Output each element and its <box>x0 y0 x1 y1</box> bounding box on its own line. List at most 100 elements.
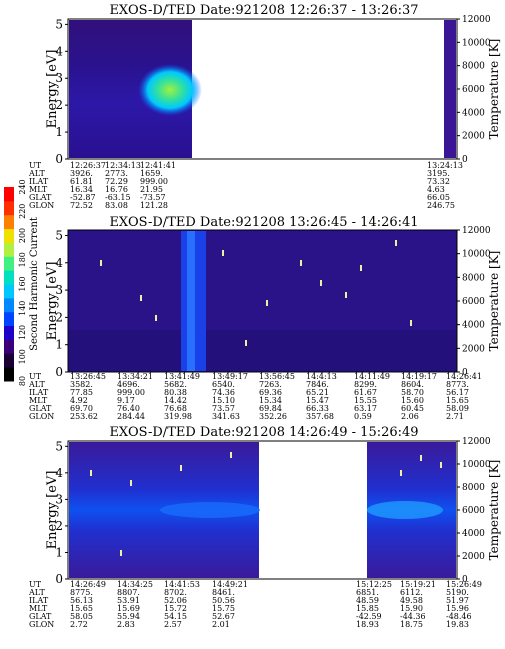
colorbar-tick-label: 200 <box>18 228 27 243</box>
y2-tick-label: 8000 <box>462 62 485 72</box>
panel-1-data-b <box>444 20 456 158</box>
ephem-value: 4.63 <box>427 185 445 194</box>
colorbar-cell <box>4 270 14 285</box>
y2-tick-label: 12000 <box>462 15 491 25</box>
ephem-value: 50.56 <box>212 596 235 605</box>
speck <box>266 300 268 306</box>
y-tick-label: 3 <box>55 71 63 85</box>
panel-1: EXOS-D/TED Date:921208 12:26:37 - 13:26:… <box>28 3 501 210</box>
ephem-row-label: MLT <box>29 396 48 405</box>
ephem-value: -73.57 <box>140 193 166 202</box>
ephem-value: 8807. <box>117 588 140 597</box>
ephem-value: -52.87 <box>70 193 96 202</box>
y-tick-label: 1 <box>55 125 63 139</box>
ephem-row-label: ALT <box>28 169 45 178</box>
ephem-value: 15.90 <box>400 604 423 613</box>
ephem-row-label: ILAT <box>29 177 49 186</box>
y-tick-label: 4 <box>55 44 63 58</box>
speck <box>100 260 102 266</box>
ephem-value: 19.83 <box>446 620 469 629</box>
panel-2-burst-core <box>187 231 195 371</box>
colorbar-cell <box>4 353 14 368</box>
ephem-value: 352.26 <box>259 412 287 421</box>
y2-tick-label: 8000 <box>462 483 485 493</box>
ephem-value: 8702. <box>164 588 187 597</box>
ephem-value: 319.98 <box>164 412 192 421</box>
ephem-value: 73.57 <box>212 404 235 413</box>
ephem-row-label: GLAT <box>29 612 52 621</box>
ephem-row-label: MLT <box>29 604 48 613</box>
ephem-value: 3195. <box>427 169 450 178</box>
ephem-value: -42.59 <box>356 612 382 621</box>
colorbar-cell <box>4 297 14 313</box>
y2-tick-label: 6000 <box>462 506 485 516</box>
ephem-value: 56.17 <box>446 388 469 397</box>
panel-3-ylabel: Energy [eV] <box>45 471 60 550</box>
ephem-value: 15:19:21 <box>400 580 436 589</box>
ephem-value: 69.70 <box>70 404 93 413</box>
ephem-value: 341.63 <box>212 412 240 421</box>
ephem-value: 2.06 <box>401 412 419 421</box>
ephem-value: 69.84 <box>259 404 282 413</box>
speck <box>300 260 302 266</box>
y2-tick-label: 12000 <box>462 226 491 236</box>
ephem-value: 65.21 <box>306 388 329 397</box>
ephem-value: 6112. <box>400 588 423 597</box>
ephem-value: 16.34 <box>70 185 93 194</box>
y2-tick-label: 2000 <box>462 132 485 142</box>
speck <box>345 292 347 298</box>
ephem-value: 13:56:45 <box>259 372 295 381</box>
colorbar-cell <box>4 200 14 216</box>
ephem-value: 15:26:49 <box>446 580 482 589</box>
ephem-value: 13:34:21 <box>117 372 153 381</box>
ephem-value: 16.76 <box>105 185 128 194</box>
y2-tick-label: 6000 <box>462 297 485 307</box>
ephem-value: 54.15 <box>164 612 187 621</box>
ephem-value: 246.75 <box>427 201 455 210</box>
speck <box>155 315 157 321</box>
y-tick-label: 2 <box>55 519 63 533</box>
colorbar-tick-label: 240 <box>18 179 27 194</box>
panel-3-bright-band-b <box>367 501 443 519</box>
panel-3-y-ticks: 0 1 2 3 4 5 <box>55 439 68 586</box>
colorbar-cells <box>4 187 14 382</box>
y2-tick-label: 8000 <box>462 273 485 283</box>
ephem-value: 15.47 <box>306 396 329 405</box>
y-tick-label: 0 <box>55 365 63 379</box>
panel-2: EXOS-D/TED Date:921208 13:26:45 - 14:26:… <box>28 215 501 421</box>
ephem-value: 63.17 <box>354 404 377 413</box>
y2-tick-label: 6000 <box>462 85 485 95</box>
y-tick-label: 3 <box>55 492 63 506</box>
y2-tick-label: 10000 <box>462 460 491 470</box>
ephem-value: 7263. <box>259 380 282 389</box>
ephem-value: 73.32 <box>427 177 450 186</box>
speck <box>130 480 132 486</box>
y-tick-label: 5 <box>55 439 63 453</box>
ephem-value: -48.46 <box>446 612 472 621</box>
spectrogram-specks <box>90 240 442 556</box>
ephem-value: 14:26:41 <box>446 372 482 381</box>
panel-2-title: EXOS-D/TED Date:921208 13:26:45 - 14:26:… <box>109 215 418 230</box>
panel-1-y-ticks: 0 1 2 3 4 5 <box>55 17 68 166</box>
speck <box>360 265 362 271</box>
speck <box>230 452 232 458</box>
ephem-value: 60.45 <box>401 404 424 413</box>
ephem-value: 48.59 <box>356 596 379 605</box>
ephem-value: 8604. <box>401 380 424 389</box>
ephem-row-label: UT <box>29 580 42 589</box>
speck <box>395 240 397 246</box>
colorbar-cell <box>4 339 14 354</box>
ephem-value: 4.92 <box>70 396 88 405</box>
ephem-value: 13:49:17 <box>212 372 248 381</box>
ephem-value: 15.60 <box>401 396 424 405</box>
y-tick-label: 4 <box>55 256 63 270</box>
ephem-value: 6540. <box>212 380 235 389</box>
ephem-row-label: UT <box>29 161 42 170</box>
ephem-value: 999.00 <box>140 177 168 186</box>
panel-3: EXOS-D/TED Date:921208 14:26:49 - 15:26:… <box>28 425 501 629</box>
speck <box>320 280 322 286</box>
ephem-row-label: ILAT <box>29 388 49 397</box>
ephem-value: 15.34 <box>259 396 282 405</box>
speck <box>222 250 224 256</box>
